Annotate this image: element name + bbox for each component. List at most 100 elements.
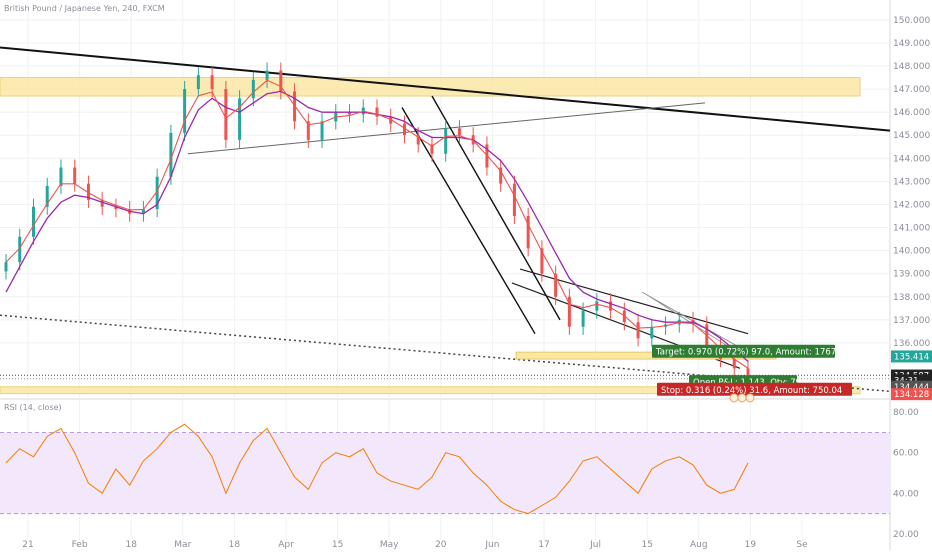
candle-body	[554, 273, 558, 297]
candle-body	[499, 167, 503, 184]
candle-body	[238, 98, 242, 140]
stop-label-bg	[657, 382, 852, 396]
y-tick-label: 147.000	[893, 85, 930, 95]
rsi-y-tick-label: 20.00	[893, 530, 919, 540]
candle-body	[540, 248, 544, 274]
x-tick-label: 17	[538, 540, 549, 550]
wedge-upper	[519, 268, 749, 335]
x-tick-label: May	[380, 540, 399, 550]
y-tick-label: 150.000	[893, 16, 930, 26]
dotted-support-line	[0, 314, 891, 393]
candle-body	[265, 70, 269, 80]
y-tick-label: 145.000	[893, 131, 930, 141]
y-tick-label: 144.000	[893, 154, 930, 164]
candle-body	[444, 128, 448, 154]
supply-demand-zone	[0, 386, 861, 395]
x-tick-label: Apr	[278, 540, 294, 550]
x-tick-label: Se	[796, 540, 808, 550]
candle-body	[45, 186, 49, 207]
y-tick-label: 137.000	[893, 316, 930, 326]
ema-line	[5, 79, 749, 369]
candle-body	[196, 75, 200, 90]
candle-body	[457, 128, 461, 136]
event-icon	[737, 393, 747, 403]
candle-body	[279, 70, 283, 92]
x-tick-label: Mar	[174, 540, 191, 550]
price-tag-level-3-bg	[891, 388, 932, 401]
rsi-y-tick-label: 60.00	[893, 449, 919, 459]
y-tick-label: 148.000	[893, 62, 930, 72]
candle-body	[416, 135, 420, 145]
x-tick-label: Jun	[484, 540, 499, 550]
candle-body	[114, 206, 118, 210]
price-tag-current-bg	[891, 350, 932, 363]
symbol-title: British Pound / Japanese Yen, 240, FXCM	[4, 4, 165, 13]
candle-body	[73, 167, 77, 184]
candle-body	[746, 368, 750, 376]
x-tick-label: Aug	[690, 540, 708, 550]
candle-body	[86, 183, 90, 200]
rsi-y-tick-label: 80.00	[893, 408, 919, 418]
rsi-pane	[0, 423, 890, 515]
x-tick-label: Jul	[589, 540, 601, 550]
target-label-bg	[652, 344, 835, 358]
y-tick-label: 143.000	[893, 177, 930, 187]
candle-body	[609, 301, 613, 311]
price-candles	[4, 62, 750, 384]
candle-body	[512, 183, 516, 216]
candle-body	[224, 89, 228, 140]
y-tick-label: 138.000	[893, 293, 930, 303]
stop-label: Stop: 0.316 (0.24%) 31.6, Amount: 750.04	[661, 386, 842, 396]
candle-body	[567, 296, 571, 327]
price-tag-level-2: 134.444	[894, 383, 929, 393]
channel-down-upper	[401, 107, 536, 335]
rsi-y-tick-label: 40.00	[893, 489, 919, 499]
y-tick-label: 139.000	[893, 270, 930, 280]
x-tick-label: 15	[641, 540, 652, 550]
x-tick-label: Feb	[72, 540, 88, 550]
rsi-line	[5, 423, 749, 515]
candle-body	[306, 121, 310, 140]
trade-overlays[interactable]: 135.414134.58734:31134.444134.128Target:…	[652, 344, 932, 403]
candle-body	[526, 216, 530, 249]
fan-line	[641, 291, 749, 353]
event-icon	[729, 393, 739, 403]
candle-body	[251, 79, 255, 99]
candle-body	[389, 116, 393, 124]
x-tick-label: 15	[332, 540, 343, 550]
axes: 21 Feb 18 Mar 18 Apr 15 May 20 Jun 17 Jul 15 Aug 19 Se 1…	[22, 16, 930, 550]
candle-body	[732, 359, 736, 369]
candle-body	[4, 262, 8, 272]
trend-lines[interactable]	[0, 46, 891, 393]
long-trendline	[0, 46, 891, 132]
moving-averages	[5, 79, 749, 369]
event-icon	[745, 393, 755, 403]
candle-body	[430, 144, 434, 154]
y-tick-label: 142.000	[893, 200, 930, 210]
candle-body	[402, 123, 406, 136]
x-tick-label: 18	[125, 540, 137, 550]
candle-body	[31, 206, 35, 237]
candle-body	[581, 310, 585, 327]
candle-body	[141, 209, 145, 214]
candle-body	[650, 326, 654, 339]
candle-body	[100, 199, 104, 207]
candle-body	[169, 132, 173, 177]
price-tag-current: 135.414	[894, 352, 929, 362]
candle-body	[636, 322, 640, 339]
target-label: Target: 0.970 (0.72%) 97.0, Amount: 1767…	[655, 348, 850, 358]
candle-body	[183, 89, 187, 133]
candle-body	[210, 75, 214, 90]
x-tick-label: 21	[22, 540, 33, 550]
y-tick-label: 136.000	[893, 339, 930, 349]
price-tag-level-3: 134.128	[894, 390, 929, 400]
sma-line	[5, 90, 749, 362]
y-tick-label: 149.000	[893, 39, 930, 49]
rsi-band	[0, 432, 890, 514]
candle-body	[59, 167, 63, 186]
x-tick-label: 19	[745, 540, 757, 550]
rsi-title: RSI (14, close)	[4, 403, 62, 412]
y-tick-label: 146.000	[893, 108, 930, 118]
